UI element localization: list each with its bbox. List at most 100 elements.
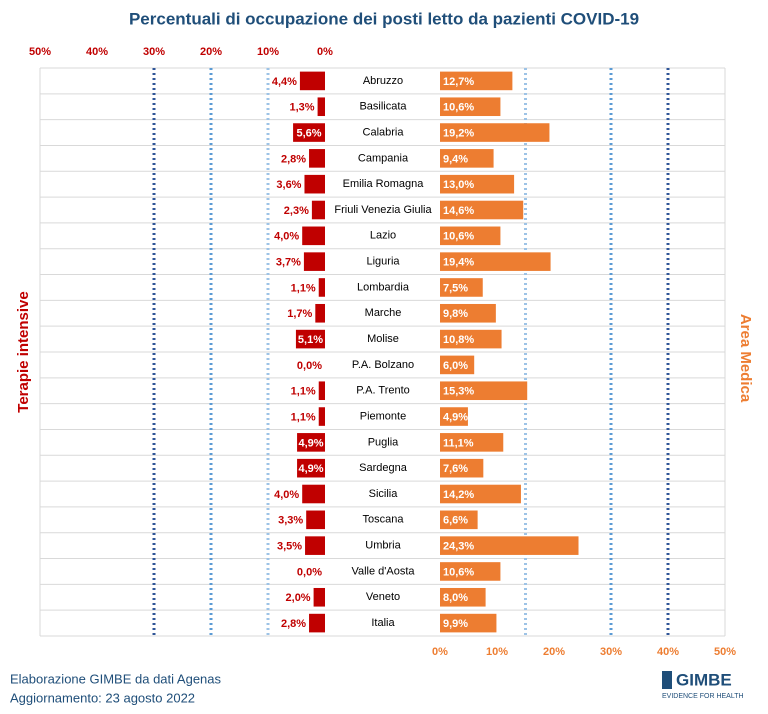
category-label: Basilicata: [359, 101, 407, 113]
bar: [313, 587, 325, 607]
category-label: Italia: [371, 617, 395, 629]
category-label: Umbria: [365, 540, 401, 552]
bar: [440, 458, 484, 478]
bar: [440, 252, 551, 271]
bar: [302, 484, 325, 504]
chart-title: Percentuali di occupazione dei posti let…: [129, 9, 639, 28]
logo-icon: [662, 671, 672, 689]
footer-source: Elaborazione GIMBE da dati Agenas: [10, 671, 222, 686]
category-label: Piemonte: [360, 410, 406, 422]
bar: [440, 433, 504, 452]
bar: [317, 97, 325, 117]
value-label: 4,0%: [274, 231, 299, 243]
value-label: 4,9%: [298, 463, 323, 475]
x2-tick-label: 30%: [600, 646, 622, 658]
category-label: Campania: [358, 152, 409, 164]
category-label: Molise: [367, 333, 399, 345]
bar: [318, 407, 325, 426]
bar: [297, 433, 325, 452]
footer-update: Aggiornamento: 23 agosto 2022: [10, 690, 195, 705]
bar: [440, 278, 483, 297]
value-label: 4,9%: [443, 411, 468, 423]
bar: [440, 200, 524, 220]
bar: [440, 562, 501, 581]
value-label: 0,0%: [297, 566, 322, 578]
x2-tick-label: 40%: [657, 646, 679, 658]
left-axis-title: Terapie intensive: [15, 291, 32, 412]
bar: [318, 381, 325, 401]
category-label: Sicilia: [369, 488, 399, 500]
value-label: 2,3%: [284, 205, 309, 217]
value-label: 1,7%: [287, 308, 312, 320]
value-label: 14,2%: [443, 489, 474, 501]
bar: [440, 174, 515, 194]
bar: [440, 407, 468, 426]
bar: [297, 458, 325, 478]
value-label: 13,0%: [443, 179, 474, 191]
value-label: 4,9%: [298, 437, 323, 449]
bar: [318, 278, 325, 297]
bar: [311, 200, 325, 220]
value-label: 7,5%: [443, 282, 468, 294]
category-label: Marche: [365, 307, 402, 319]
value-label: 15,3%: [443, 386, 474, 398]
value-label: 9,4%: [443, 153, 468, 165]
value-label: 10,6%: [443, 231, 474, 243]
x-tick-label: 30%: [143, 46, 165, 58]
category-label: P.A. Bolzano: [352, 359, 414, 371]
x-tick-label: 0%: [317, 46, 333, 58]
bar: [440, 226, 501, 246]
value-label: 2,8%: [281, 153, 306, 165]
x-tick-label: 40%: [86, 46, 108, 58]
bar: [440, 303, 496, 323]
value-label: 11,1%: [443, 437, 474, 449]
category-label: Calabria: [363, 126, 405, 138]
value-label: 6,0%: [443, 360, 468, 372]
value-label: 6,6%: [443, 515, 468, 527]
bar: [304, 174, 325, 194]
bar: [440, 510, 478, 530]
value-label: 1,1%: [291, 411, 316, 423]
category-label: Sardegna: [359, 462, 408, 474]
x2-tick-label: 0%: [432, 646, 448, 658]
value-label: 19,2%: [443, 127, 474, 139]
value-label: 3,5%: [277, 541, 302, 553]
category-label: Friuli Venezia Giulia: [334, 204, 432, 216]
value-label: 10,8%: [443, 334, 474, 346]
x2-tick-label: 20%: [543, 646, 565, 658]
x2-tick-label: 50%: [714, 646, 736, 658]
category-label: Liguria: [366, 256, 400, 268]
category-label: Abruzzo: [363, 75, 403, 87]
category-label: Lazio: [370, 230, 396, 242]
x-tick-label: 20%: [200, 46, 222, 58]
bar: [440, 381, 528, 401]
value-label: 10,6%: [443, 566, 474, 578]
category-label: Puglia: [368, 436, 399, 448]
bar: [302, 226, 325, 246]
bar: [440, 123, 550, 142]
value-label: 9,9%: [443, 618, 468, 630]
value-label: 5,6%: [297, 127, 322, 139]
value-label: 5,1%: [298, 334, 323, 346]
x2-tick-label: 10%: [486, 646, 508, 658]
value-label: 9,8%: [443, 308, 468, 320]
bar: [303, 252, 325, 271]
value-label: 10,6%: [443, 102, 474, 114]
category-label: Valle d'Aosta: [351, 565, 415, 577]
bar: [440, 97, 501, 117]
logo-tagline: EVIDENCE FOR HEALTH: [662, 693, 744, 700]
value-label: 3,6%: [276, 179, 301, 191]
value-label: 3,3%: [278, 515, 303, 527]
value-label: 2,0%: [286, 592, 311, 604]
bar: [440, 587, 486, 607]
value-label: 12,7%: [443, 76, 474, 88]
category-label: P.A. Trento: [356, 385, 410, 397]
value-label: 1,1%: [291, 386, 316, 398]
right-axis-title: Area Medica: [737, 314, 754, 403]
category-label: Veneto: [366, 591, 400, 603]
bar: [295, 329, 325, 349]
value-label: 8,0%: [443, 592, 468, 604]
value-label: 24,3%: [443, 541, 474, 553]
